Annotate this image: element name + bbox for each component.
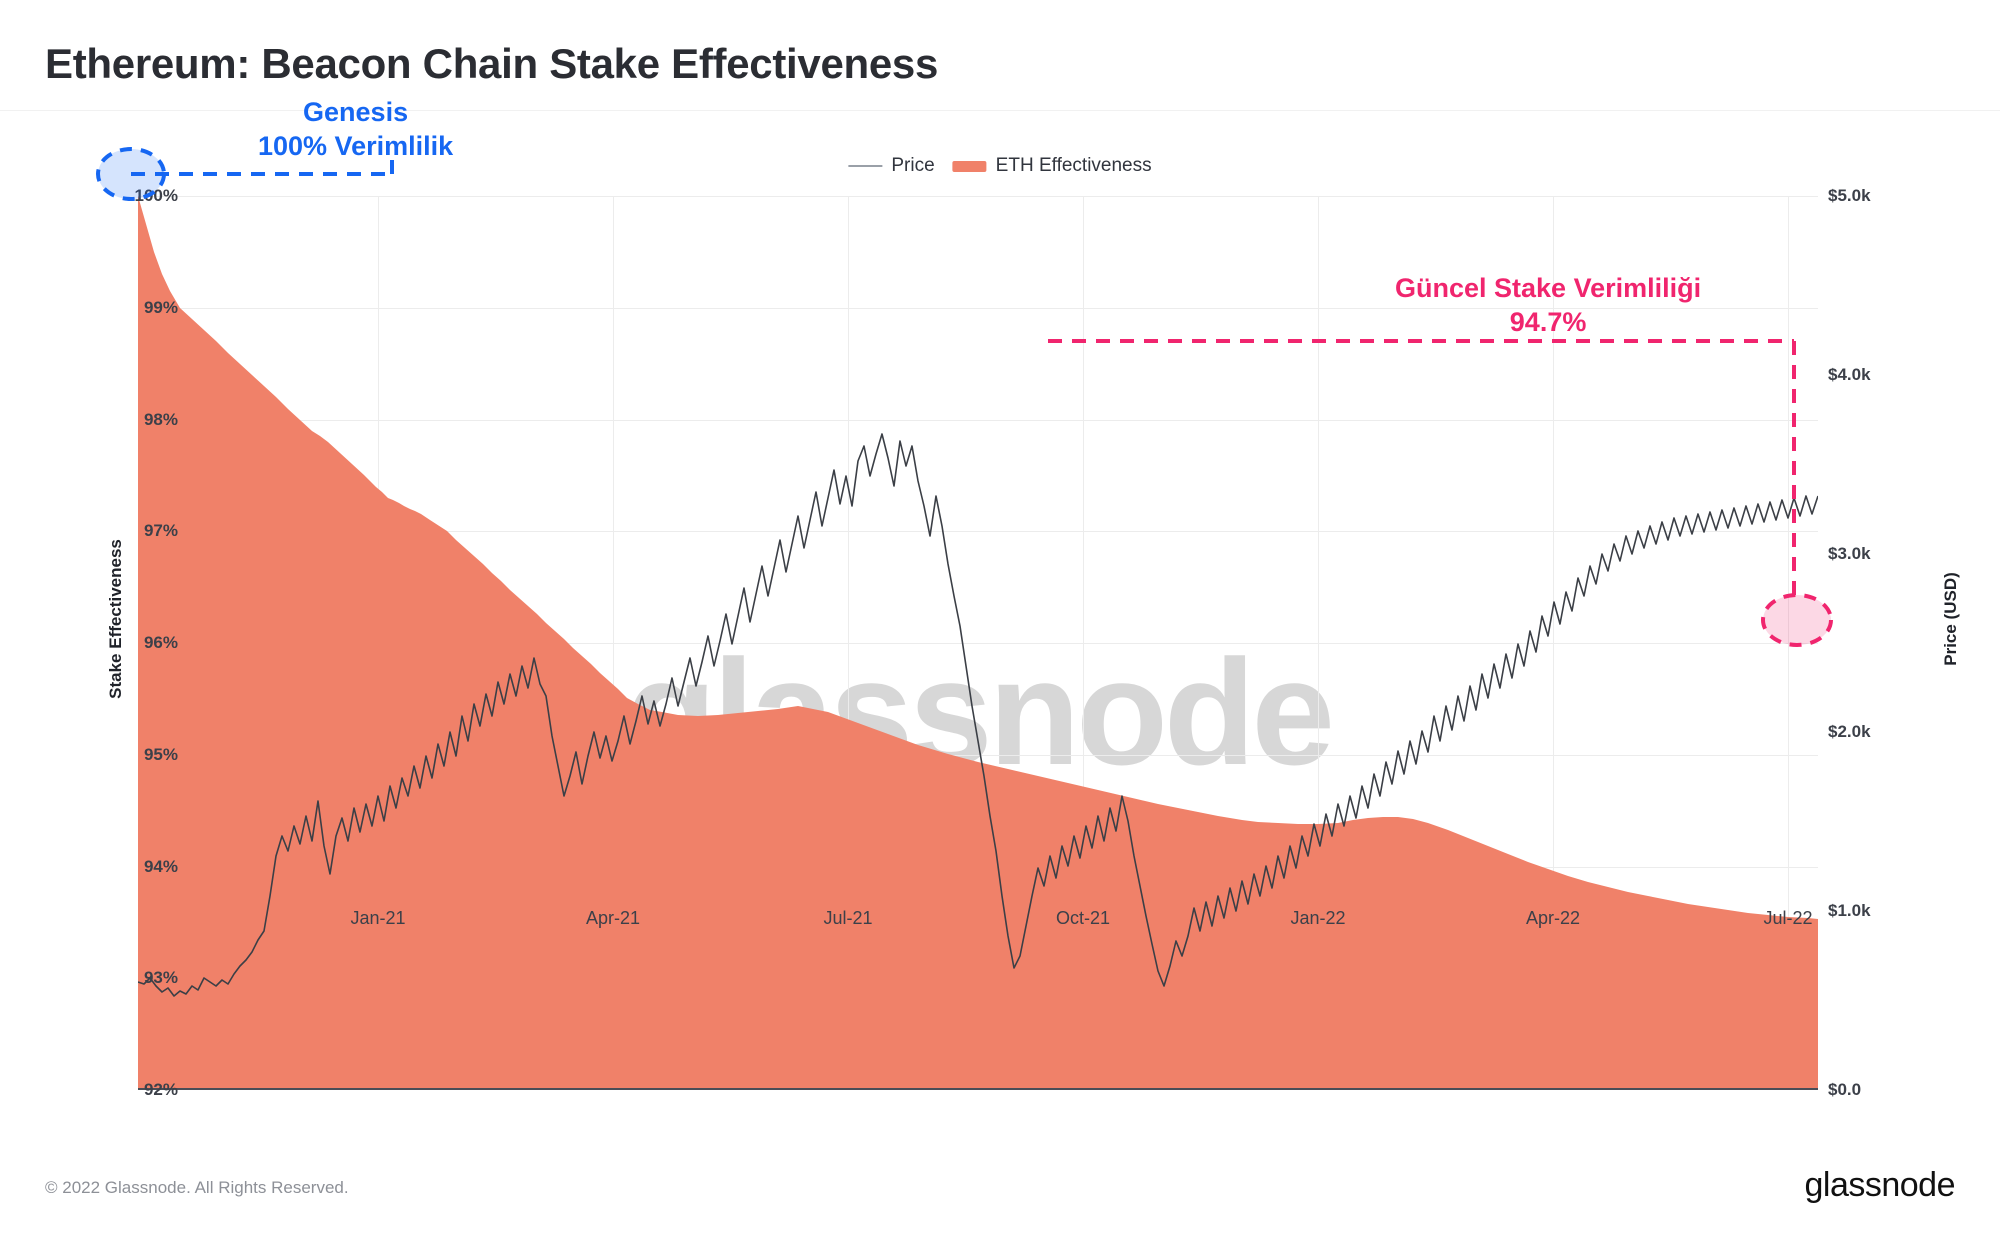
legend-label-price: Price <box>891 155 935 176</box>
y-tick-right: $1.0k <box>1828 901 1871 921</box>
y-tick-right: $4.0k <box>1828 364 1871 384</box>
current-value-annotation: Güncel Stake Verimliliği 94.7% <box>1395 272 1701 340</box>
x-tick-oct-21: Oct-21 <box>1055 908 1111 928</box>
genesis-annotation-line1: Genesis <box>303 97 409 127</box>
y-tick-right: $5.0k <box>1828 186 1871 205</box>
y-tick-left: 97% <box>143 521 178 541</box>
chart-plot-area: glassnode <box>138 196 1818 1090</box>
genesis-annotation-line2: 100% Verimlilik <box>258 130 454 161</box>
y-tick-right: $2.0k <box>1828 722 1871 742</box>
gridline <box>1553 196 1554 1090</box>
y-tick-left: 93% <box>143 968 178 988</box>
y-tick-right: $0.0 <box>1828 1080 1862 1099</box>
gridline <box>138 307 1818 309</box>
y-axis-label-left: Stake Effectiveness <box>105 539 125 699</box>
glassnode-logo: glassnode <box>1804 1166 1955 1204</box>
gridline <box>138 643 1818 644</box>
x-tick-jan-22: Jan-22 <box>1290 908 1346 928</box>
gridline <box>848 196 849 1090</box>
price-line <box>138 433 1818 997</box>
chart-series-svg <box>138 196 1818 1090</box>
legend-block-marker <box>952 160 987 172</box>
y-tick-left: 94% <box>143 856 178 876</box>
x-tick-jan-21: Jan-21 <box>350 908 406 928</box>
y-tick-left: 100% <box>134 186 178 205</box>
gridline <box>613 196 614 1090</box>
legend-label-eth-effectiveness: ETH Effectiveness <box>995 155 1152 176</box>
copyright-text: © 2022 Glassnode. All Rights Reserved. <box>45 1178 349 1197</box>
y-tick-right: $3.0k <box>1828 543 1871 563</box>
x-tick-jul-21: Jul-21 <box>823 908 873 928</box>
gridline <box>138 754 1818 756</box>
gridline <box>138 419 1818 421</box>
x-axis-line <box>138 1088 1818 1090</box>
gridline <box>138 196 1818 197</box>
y-tick-left: 95% <box>143 744 178 764</box>
y-tick-left: 99% <box>143 297 178 317</box>
legend-item-eth-effectiveness[interactable]: ETH Effectiveness <box>952 155 1152 177</box>
x-tick-apr-22: Apr-22 <box>1525 908 1581 928</box>
current-value-annotation-label: Güncel Stake Verimliliği <box>1395 273 1702 303</box>
gridline <box>138 531 1818 533</box>
chart-legend: Price ETH Effectiveness <box>848 155 1152 177</box>
page-title: Ethereum: Beacon Chain Stake Effectivene… <box>45 40 939 87</box>
x-tick-jul-22: Jul-22 <box>1763 908 1813 928</box>
legend-item-price[interactable]: Price <box>848 155 935 177</box>
y-tick-left: 98% <box>143 409 178 429</box>
header-divider <box>0 110 2000 111</box>
legend-line-marker <box>848 165 883 167</box>
y-tick-left: 92% <box>143 1080 178 1099</box>
eth-effectiveness-area <box>138 196 1818 1090</box>
gridline <box>1318 196 1319 1090</box>
genesis-annotation: Genesis 100% Verimlilik <box>258 96 453 164</box>
gridline <box>1083 196 1084 1090</box>
y-tick-left: 96% <box>143 633 178 652</box>
x-tick-apr-21: Apr-21 <box>585 908 641 928</box>
y-axis-label-right: Price (USD) <box>1940 572 1960 666</box>
current-value-annotation-value: 94.7% <box>1509 306 1587 337</box>
